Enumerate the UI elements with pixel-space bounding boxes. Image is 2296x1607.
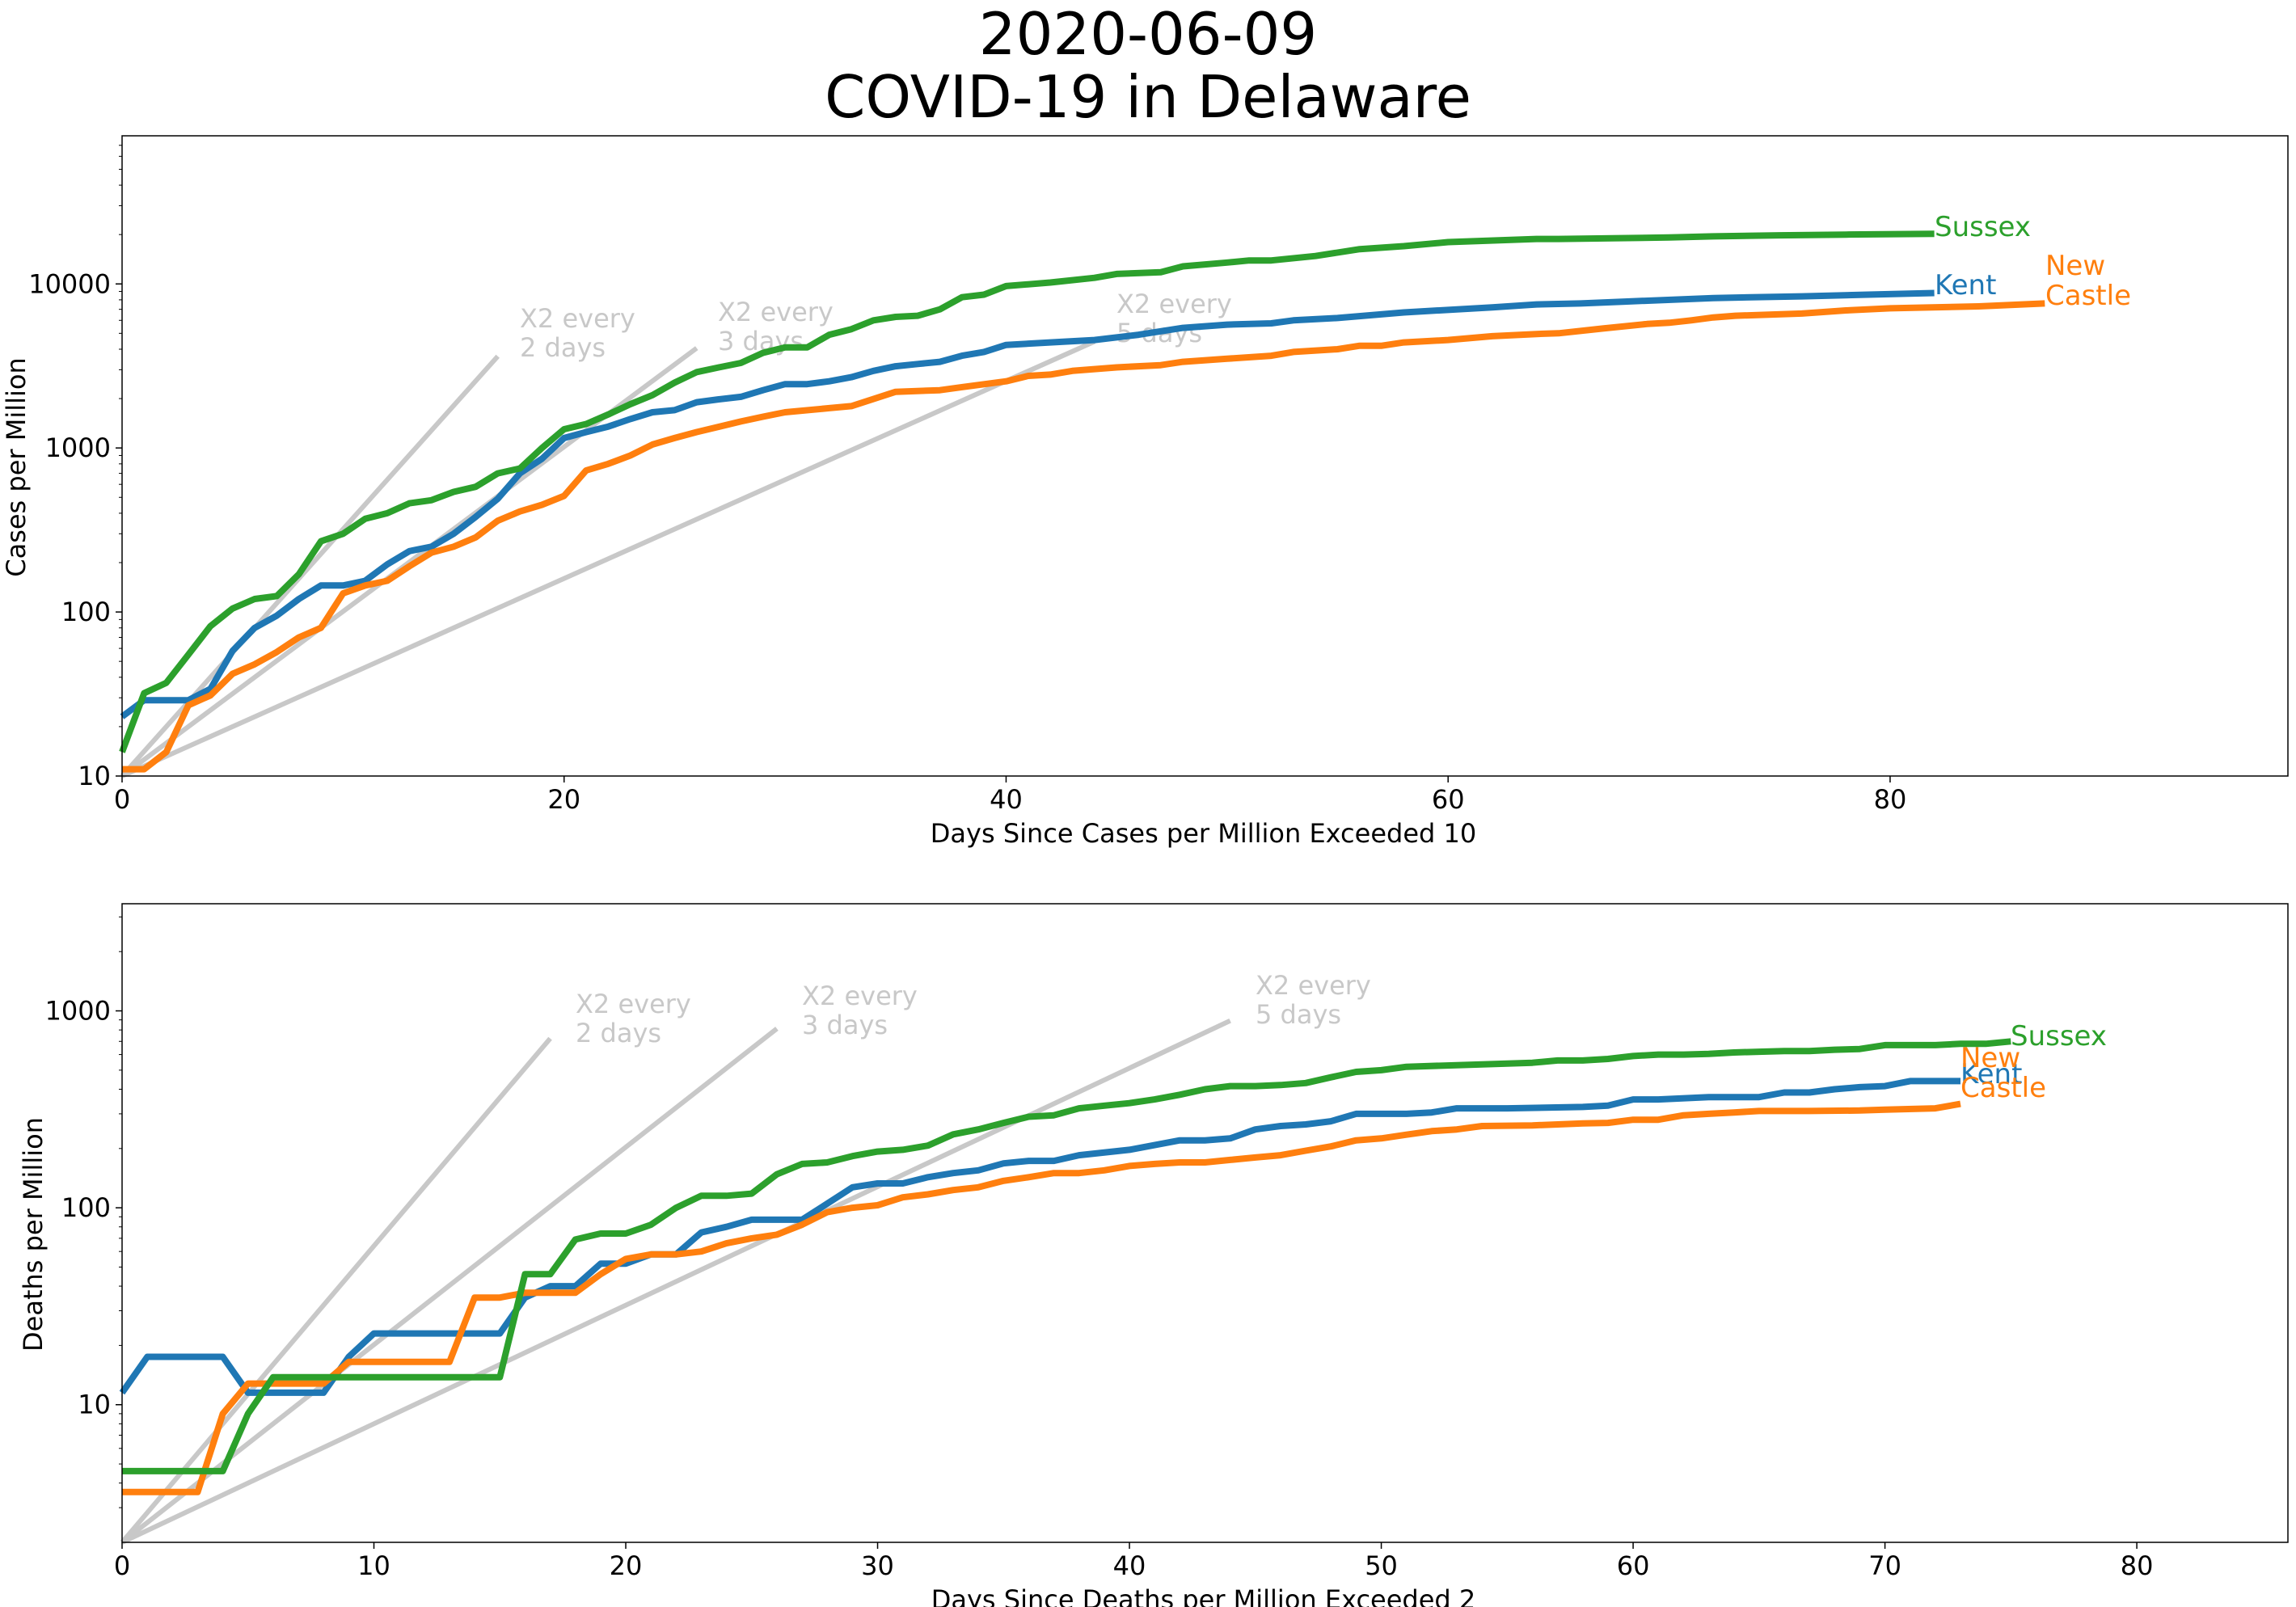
new-castle-label: New Castle — [1960, 1042, 2046, 1104]
y-axis-label: Cases per Million — [1, 357, 32, 577]
reference-label-line: X2 every — [718, 297, 834, 327]
new-castle-label: New Castle — [2045, 250, 2131, 312]
reference-line — [120, 354, 500, 778]
y-tick-label: 10000 — [28, 268, 111, 299]
series-label-line: Kent — [1960, 1058, 2022, 1090]
reference-line — [120, 339, 1096, 778]
y-tick-label: 100 — [61, 1192, 111, 1223]
reference-line — [120, 1036, 552, 1544]
y-axis-label: Deaths per Million — [18, 1117, 49, 1352]
x-tick-label: 20 — [610, 1550, 643, 1581]
reference-label-line: X2 every — [520, 303, 635, 334]
axes-frame — [121, 903, 2289, 1543]
y-tick-label: 1000 — [45, 996, 111, 1027]
sussex-label: Sussex — [2011, 1020, 2107, 1052]
reference-label-line: X2 every — [576, 989, 691, 1019]
kent-label: Kent — [1935, 269, 1996, 302]
chart-title-date: 2020-06-09 — [978, 0, 1318, 68]
x-tick-label: 60 — [1617, 1550, 1650, 1581]
reference-label-line: X2 every — [1116, 289, 1232, 319]
x-tick-label: 10 — [357, 1550, 390, 1581]
x-tick-label: 50 — [1365, 1550, 1398, 1581]
y-tick-label: 1000 — [45, 432, 111, 463]
reference-label-line: X2 every — [1256, 970, 1371, 1001]
reference-label-line: 5 days — [1256, 999, 1341, 1030]
series-label-line: Sussex — [1935, 211, 2031, 243]
y-tick-label: 100 — [61, 597, 111, 627]
x-tick-label: 80 — [1874, 784, 1907, 815]
reference-label: X2 every 2 days — [576, 989, 691, 1048]
x-axis-label: Days Since Cases per Million Exceeded 10 — [931, 818, 1476, 849]
series-label-line: New — [1960, 1042, 2020, 1074]
x-tick-label: 60 — [1432, 784, 1465, 815]
x-tick-label: 0 — [114, 1550, 130, 1581]
sussex-label: Sussex — [1935, 211, 2031, 243]
reference-label: X2 every 2 days — [520, 303, 635, 363]
y-tick-label: 10 — [78, 1390, 111, 1420]
x-tick-label: 70 — [1868, 1550, 1901, 1581]
series-line-sussex — [122, 1038, 2011, 1474]
x-tick-label: 40 — [990, 784, 1023, 815]
reference-label-line: X2 every — [802, 981, 918, 1011]
series-line-new-castle — [122, 300, 2045, 773]
reference-label: X2 every 3 days — [802, 981, 918, 1040]
x-tick-label: 0 — [114, 784, 130, 815]
x-axis-label: Days Since Deaths per Million Exceeded 2 — [931, 1584, 1476, 1607]
x-tick-label: 40 — [1113, 1550, 1146, 1581]
series-label-line: New — [2045, 250, 2105, 282]
chart-title: COVID-19 in Delaware — [825, 63, 1471, 131]
series-line-sussex — [119, 230, 1935, 753]
axes-frame — [121, 135, 2289, 777]
x-tick-label: 30 — [861, 1550, 894, 1581]
y-tick-label: 10 — [78, 761, 111, 791]
kent-label: Kent — [1960, 1058, 2022, 1090]
x-tick-label: 80 — [2121, 1550, 2154, 1581]
reference-label-line: 2 days — [520, 332, 606, 363]
series-label-line: Castle — [1960, 1072, 2046, 1104]
reference-label: X2 every 5 days — [1256, 970, 1371, 1030]
series-label-line: Kent — [1935, 269, 1996, 302]
series-label-line: Castle — [2045, 280, 2131, 312]
reference-label-line: 3 days — [802, 1010, 888, 1040]
series-line-kent — [119, 1078, 1960, 1396]
x-tick-label: 20 — [547, 784, 580, 815]
series-line-new-castle — [122, 1100, 1961, 1495]
series-line-kent — [120, 289, 1935, 719]
reference-line — [120, 1018, 1231, 1545]
series-label-line: Sussex — [2011, 1020, 2107, 1052]
reference-line — [120, 1027, 779, 1545]
reference-label-line: 2 days — [576, 1018, 661, 1048]
reference-label: X2 every 5 days — [1116, 289, 1232, 348]
